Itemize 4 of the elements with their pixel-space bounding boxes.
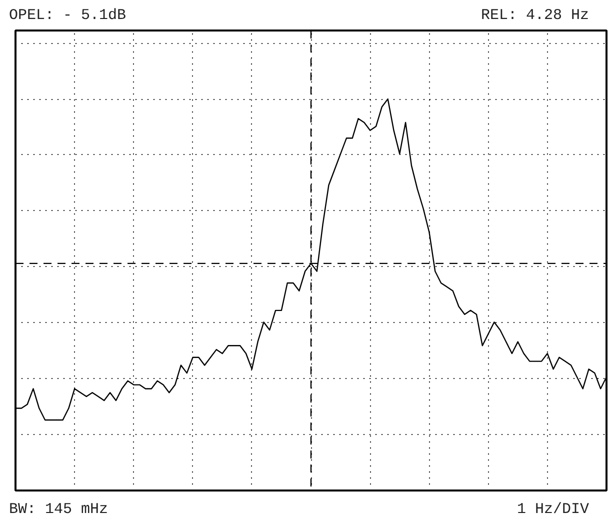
text: 1 Hz/DIV	[516, 500, 589, 520]
text: OPEL: - 5.1dB	[9, 6, 126, 26]
text: REL: 4.28 Hz	[480, 6, 589, 26]
text: BW: 145 mHz	[9, 500, 108, 520]
